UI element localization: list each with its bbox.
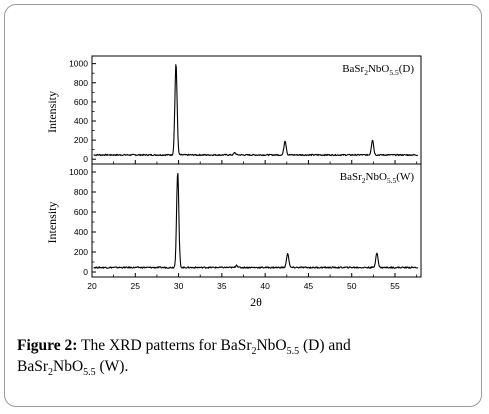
x-tick-label: 20 — [87, 281, 97, 291]
y-tick-label: 0 — [83, 154, 88, 164]
panel-1: 0 200 400 600 800 1000 Intensity BaSr2NbO5.5(D) — [45, 55, 422, 165]
caption-label: Figure 2: — [17, 337, 78, 354]
series-legend: BaSr2NbO5.5(D) — [342, 63, 414, 77]
y-tick-label: 200 — [74, 135, 88, 145]
y-tick-label: 400 — [74, 116, 88, 126]
y-tick-label: 800 — [74, 78, 88, 88]
xrd-pattern-line — [93, 64, 419, 157]
x-tick-label: 35 — [217, 281, 227, 291]
y-axis-label: Intensity — [45, 202, 59, 244]
x-tick-label: 25 — [131, 281, 141, 291]
caption-text-4: BaSr — [17, 358, 48, 375]
x-tick-label: 40 — [260, 281, 270, 291]
caption-sub-1: 2 — [251, 346, 257, 358]
y-tick-label: 1000 — [69, 59, 88, 69]
xrd-panels: 02004006008001000IntensityBaSr2NbO5.5(D)… — [45, 55, 422, 291]
xrd-pattern-line — [93, 172, 419, 269]
x-tick-label: 50 — [347, 281, 357, 291]
caption-text-6: (W). — [95, 358, 129, 375]
caption-text-5: NbO — [53, 358, 84, 375]
x-tick-label: 55 — [390, 281, 400, 291]
y-axis-label: Intensity — [45, 91, 59, 133]
caption-text-3: (D) and — [299, 337, 351, 354]
caption-text-2: NbO — [256, 337, 287, 354]
y-tick-label: 200 — [74, 247, 88, 257]
caption-text-1: The XRD patterns for BaSr — [77, 337, 252, 354]
y-tick-label: 1000 — [69, 167, 88, 177]
x-tick-label: 30 — [174, 281, 184, 291]
caption-sub-4: 5.5 — [83, 367, 96, 379]
x-tick-label: 45 — [304, 281, 314, 291]
y-tick-label: 600 — [74, 97, 88, 107]
caption-sub-2: 5.5 — [286, 346, 300, 358]
series-legend: BaSr2NbO5.5(W) — [340, 171, 415, 185]
y-tick-label: 400 — [74, 227, 88, 237]
x-axis-label: 2θ — [250, 295, 262, 309]
y-tick-label: 600 — [74, 207, 88, 217]
y-tick-label: 0 — [83, 267, 88, 277]
panel-frame — [91, 163, 422, 278]
caption-sub-3: 2 — [48, 367, 53, 379]
panel-2: 0 200 400 600 800 1000 Intensity BaSr2NbO5.5(W) — [45, 163, 422, 278]
y-tick-label: 800 — [74, 187, 88, 197]
figure-caption: Figure 2: The XRD patterns for BaSr2NbO5… — [17, 335, 427, 379]
figure-frame — [4, 4, 482, 407]
